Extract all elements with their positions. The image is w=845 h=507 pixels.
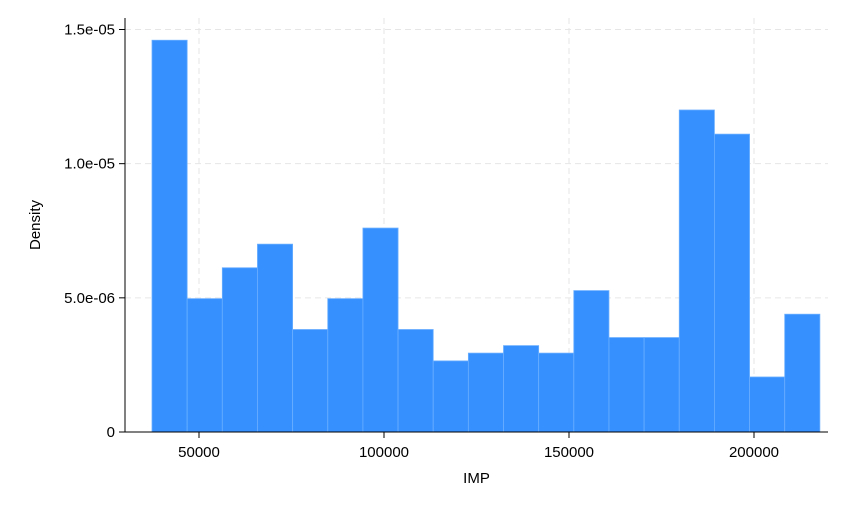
y-tick-label-0: 0 — [107, 424, 115, 441]
bar-5 — [327, 298, 364, 433]
y-tick-label-1: 5.0e-06 — [64, 290, 115, 307]
axes — [124, 18, 828, 433]
bar-12 — [573, 290, 610, 433]
bar-8 — [432, 360, 469, 433]
x-tick-label-2: 150000 — [544, 444, 594, 461]
bar-9 — [467, 352, 504, 433]
bar-11 — [538, 352, 575, 433]
bar-10 — [503, 345, 540, 433]
bar-18 — [784, 313, 821, 433]
bar-7 — [397, 329, 434, 433]
y-axis-title: Density — [27, 199, 44, 250]
x-tick-label-1: 100000 — [359, 444, 409, 461]
bar-17 — [749, 376, 786, 433]
x-axis-title: IMP — [463, 470, 490, 487]
bar-16 — [714, 133, 750, 433]
bar-15 — [678, 109, 715, 433]
y-tick-label-2: 1.0e-05 — [64, 156, 115, 173]
ticks: 50000 100000 150000 200000 0 5.0e-06 1.0e-05 1.… — [64, 22, 779, 462]
bar-1 — [186, 298, 223, 433]
x-tick-label-3: 200000 — [729, 444, 779, 461]
bar-3 — [257, 243, 294, 433]
bar-6 — [362, 227, 399, 433]
bar-14 — [643, 337, 680, 433]
bar-4 — [292, 329, 329, 433]
bar-13 — [608, 337, 645, 433]
y-tick-label-3: 1.5e-05 — [64, 22, 115, 39]
bar-2 — [221, 267, 258, 433]
x-tick-label-0: 50000 — [178, 444, 220, 461]
bar-0 — [151, 39, 188, 433]
bars — [151, 39, 821, 433]
